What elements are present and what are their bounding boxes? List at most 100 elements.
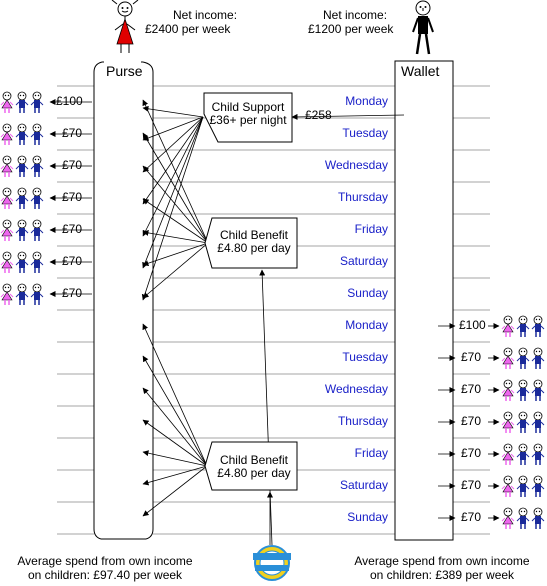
children-group: [0, 251, 46, 278]
mother-income-line2: £2400 per week: [145, 22, 231, 36]
flow-arrow: [142, 165, 209, 244]
flow-arrow: [142, 132, 209, 244]
mother-spend-amount: £70: [62, 222, 83, 236]
father-income-line2: £1200 per week: [308, 22, 394, 36]
mother-spend-amount: £70: [62, 286, 83, 300]
children-group: [501, 443, 547, 470]
child-benefit-2-line1: Child Benefit: [219, 453, 289, 467]
day-label: Thursday: [337, 414, 388, 428]
three-children-icon: [0, 219, 44, 241]
flow-arrow: [142, 116, 204, 205]
father-spend-amount: £70: [461, 350, 482, 364]
mother-spend-amount: £70: [62, 190, 83, 204]
father-income: Net income: £1200 per week: [308, 8, 408, 36]
flow-arrow: [142, 465, 208, 517]
three-children-icon: [501, 411, 545, 433]
flow-arrow: [142, 465, 208, 486]
father-spend-amount: £70: [461, 414, 482, 428]
day-label: Monday: [345, 318, 388, 332]
children-group: [501, 347, 547, 374]
child-support-line1: Child Support: [211, 100, 285, 114]
mother-spend-amount: £100: [56, 94, 83, 108]
three-children-icon: [501, 315, 545, 337]
footer-left-line2: on children: £97.40 per week: [27, 568, 183, 582]
flow-arrow: [291, 113, 405, 120]
children-group: [0, 187, 46, 214]
day-label: Sunday: [347, 286, 388, 300]
father-spend-amount: £70: [461, 510, 482, 524]
mother-spend-amount: £70: [62, 126, 83, 140]
children-group: [0, 123, 46, 150]
day-label: Wednesday: [324, 158, 388, 172]
flow-arrow: [142, 116, 204, 141]
day-label: Tuesday: [342, 350, 388, 364]
three-children-icon: [501, 379, 545, 401]
footer-left-line1: Average spend from own income: [17, 554, 193, 568]
flow-arrow: [259, 269, 273, 546]
mother-spend-amount: £70: [62, 254, 83, 268]
child-benefit-1-line2: £4.80 per day: [217, 241, 291, 255]
wallet-outline: [394, 60, 454, 541]
children-group: [501, 379, 547, 406]
mother-figure: [108, 0, 142, 54]
father-figure: [408, 0, 438, 56]
father-spend-amount: £100: [459, 318, 486, 332]
child-benefit-box-2: [204, 441, 298, 491]
flow-arrow: [142, 419, 208, 467]
day-label: Friday: [354, 222, 388, 236]
day-label: Saturday: [339, 478, 388, 492]
flow-arrow: [142, 116, 204, 237]
children-group: [0, 91, 46, 118]
flow-arrow: [142, 242, 209, 299]
children-group: [501, 507, 547, 534]
child-benefit-label-1: Child Benefit £4.80 per day: [210, 229, 298, 255]
purse-label: Purse: [106, 63, 143, 79]
father-income-line1: Net income:: [323, 8, 388, 22]
social-security-logo-icon: [253, 545, 291, 581]
three-children-icon: [501, 347, 545, 369]
flow-arrow: [142, 105, 204, 118]
children-group: [501, 475, 547, 502]
child-support-payment: £258: [305, 108, 332, 122]
footer-left: Average spend from own income on childre…: [0, 554, 210, 582]
day-label: Tuesday: [342, 126, 388, 140]
woman-stick-figure-icon: [111, 0, 139, 53]
day-label: Wednesday: [324, 382, 388, 396]
children-group: [501, 315, 547, 342]
flow-arrow: [141, 116, 204, 301]
man-stick-figure-icon: [412, 0, 434, 55]
flow-arrow: [142, 99, 209, 244]
father-spend-amount: £70: [461, 382, 482, 396]
child-benefit-label-2: Child Benefit £4.80 per day: [210, 454, 298, 480]
children-group: [0, 219, 46, 246]
child-benefit-2-line2: £4.80 per day: [217, 466, 291, 480]
three-children-icon: [0, 123, 44, 145]
mother-income: Net income: £2400 per week: [145, 8, 285, 36]
wallet-label: Wallet: [401, 63, 440, 79]
three-children-icon: [501, 443, 545, 465]
three-children-icon: [0, 155, 44, 177]
day-label: Friday: [354, 446, 388, 460]
flow-arrow: [142, 242, 209, 267]
footer-right-line2: on children: £389 per week: [369, 568, 515, 582]
three-children-icon: [0, 251, 44, 273]
child-benefit-box-1: [204, 217, 298, 269]
three-children-icon: [0, 91, 44, 113]
three-children-icon: [501, 507, 545, 529]
purse-outline: [93, 61, 154, 540]
day-label: Sunday: [347, 510, 388, 524]
father-spend-amount: £70: [461, 478, 482, 492]
father-spend-amount: £70: [461, 446, 482, 460]
footer-right-line1: Average spend from own income: [354, 554, 530, 568]
child-support-box: [203, 92, 293, 143]
three-children-icon: [0, 187, 44, 209]
footer-right: Average spend from own income on childre…: [337, 554, 547, 582]
flow-arrow: [142, 355, 208, 467]
mother-income-line1: Net income:: [173, 8, 238, 22]
flow-arrow: [142, 387, 208, 467]
child-support-line2: £36+ per night: [209, 113, 287, 127]
children-group: [501, 411, 547, 438]
child-benefit-1-line1: Child Benefit: [219, 228, 289, 242]
flow-arrow: [142, 198, 209, 244]
